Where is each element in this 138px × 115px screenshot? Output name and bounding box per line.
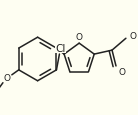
Text: Cl: Cl xyxy=(55,44,66,54)
Text: O: O xyxy=(76,32,83,41)
Text: O: O xyxy=(130,32,137,40)
Text: O: O xyxy=(3,74,10,83)
Text: O: O xyxy=(119,68,126,77)
